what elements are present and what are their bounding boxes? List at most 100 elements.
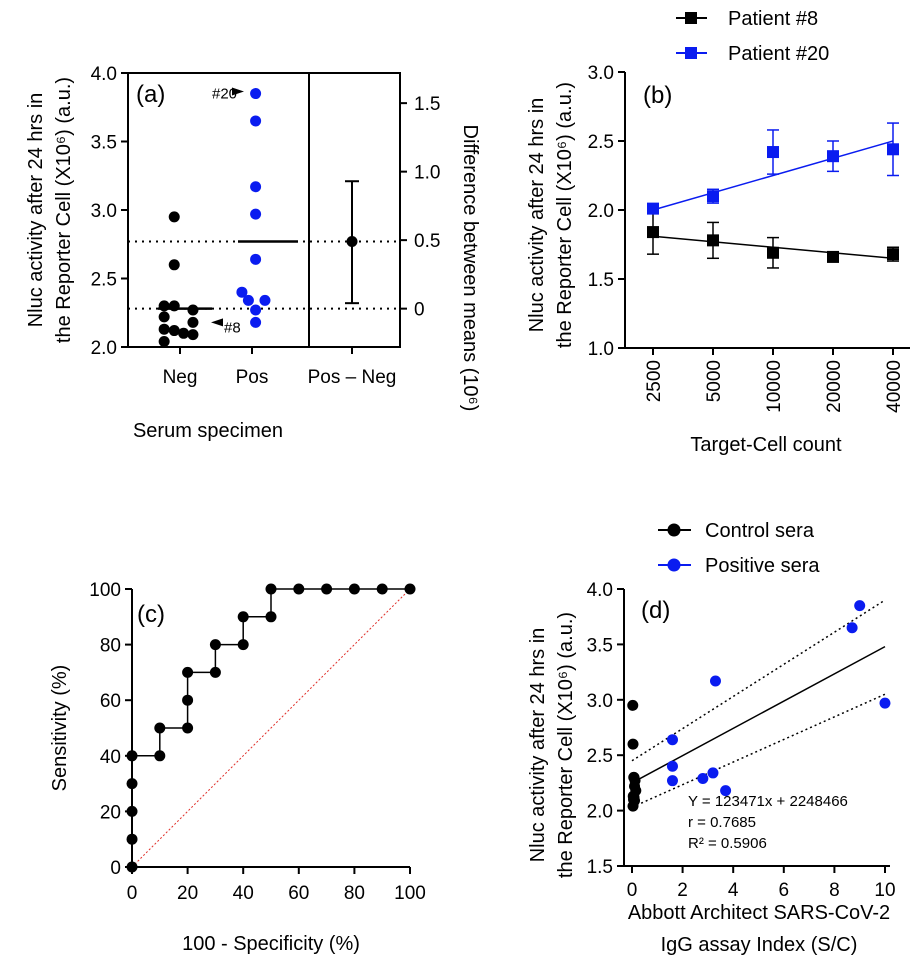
legend-label-patient-20: Patient #20 — [728, 43, 829, 65]
panel-b-point — [887, 143, 899, 156]
panel-d-control-point — [630, 785, 642, 797]
panel-a-pos-point — [242, 294, 254, 306]
panel-d-tag: (d) — [641, 597, 670, 624]
panel-d-regression-line — [631, 645, 886, 784]
panel-a: Nluc activity after 24 hrs in the Report… — [25, 64, 481, 442]
panel-a-neg-point — [187, 304, 199, 316]
panel-d-ylabel-2: the Reporter Cell (X10⁶) (a.u.) — [555, 612, 577, 878]
legend-label-patient-8: Patient #8 — [728, 8, 818, 30]
panel-d-positive-point — [707, 767, 719, 779]
panel-a-pos-point — [236, 286, 248, 298]
panel-a-category-label: Pos – Neg — [308, 367, 397, 388]
panel-d-xtick-label: 4 — [728, 880, 739, 901]
panel-b-ytick-label: 2.0 — [588, 201, 614, 222]
panel-c-roc-point — [182, 722, 194, 734]
panel-c-ytick-label: 100 — [89, 580, 121, 601]
panel-b-ytick-label: 2.5 — [588, 132, 614, 153]
panel-c-roc-point — [154, 722, 166, 734]
legend-marker-control-sera — [667, 523, 681, 537]
panel-a-neg-point — [168, 211, 180, 223]
panel-a-annotation-8: #8 — [224, 319, 241, 336]
panel-d-legend: Control sera Positive sera — [658, 520, 820, 577]
panel-c-ytick-label: 20 — [100, 802, 121, 823]
panel-a-pos-point — [250, 208, 262, 220]
panel-d-equation-line: r = 0.7685 — [688, 814, 756, 831]
panel-a-neg-point — [158, 311, 170, 323]
panel-a-pos-point — [250, 88, 262, 100]
panel-d-xtick-label: 10 — [874, 880, 895, 901]
panel-a-neg-point — [178, 327, 190, 339]
panel-b-point — [767, 246, 779, 259]
panel-b-ylabel-2: the Reporter Cell (X10⁶) (a.u.) — [554, 82, 576, 348]
panel-c-roc-point — [182, 694, 194, 706]
panel-b-point — [827, 150, 839, 163]
panel-c-roc-point — [237, 639, 249, 651]
panel-d-positive-point — [846, 622, 858, 634]
panel-c-xtick-label: 60 — [288, 883, 309, 904]
panel-d-positive-point — [697, 772, 709, 784]
panel-b-ytick-label: 1.0 — [588, 339, 614, 360]
panel-a-y2label: Difference between means (10⁶) — [459, 125, 481, 412]
panel-b-ylabel-1: Nluc activity after 24 hrs in — [526, 98, 548, 333]
panel-d-ytick-label: 4.0 — [587, 580, 613, 601]
panel-b-xtick-label: 40000 — [884, 360, 905, 413]
panel-d-xlabel-2: IgG assay Index (S/C) — [661, 934, 858, 956]
panel-d-equation-line: R² = 0.5906 — [688, 835, 767, 852]
panel-c-xtick-label: 80 — [344, 883, 365, 904]
panel-b-tag: (b) — [643, 82, 672, 109]
panel-c-roc-point — [126, 750, 138, 762]
panel-d-ytick-label: 3.5 — [587, 635, 613, 656]
panel-c-roc-point — [126, 778, 138, 790]
panel-c-roc-point — [126, 833, 138, 845]
panel-c-roc-point — [126, 861, 138, 873]
panel-d-ytick-label: 3.0 — [587, 691, 613, 712]
panel-a-neg-point — [187, 329, 199, 341]
panel-b-point — [707, 234, 719, 247]
panel-b-xlabel: Target-Cell count — [690, 434, 842, 456]
panel-a-pos-point — [250, 304, 262, 316]
panel-a-pos-point — [250, 115, 262, 127]
panel-b-point — [767, 146, 779, 159]
panel-a-ytick-label: 4.0 — [91, 64, 117, 85]
panel-c-roc-point — [154, 750, 166, 762]
panel-b-xtick-label: 20000 — [824, 360, 845, 413]
panel-c-xtick-label: 100 — [394, 883, 426, 904]
panel-c-roc-point — [126, 805, 138, 817]
panel-c-roc-point — [182, 666, 194, 678]
panel-a-annotation-8-arrow — [211, 318, 223, 327]
legend-marker-patient-20 — [685, 47, 697, 59]
panel-b-ytick-label: 3.0 — [588, 63, 614, 84]
panel-d-positive-point — [854, 600, 866, 612]
panel-d-xtick-label: 2 — [677, 880, 688, 901]
panel-d-control-point — [627, 800, 639, 812]
panel-c-xtick-label: 20 — [177, 883, 198, 904]
panel-a-xlabel: Serum specimen — [133, 420, 283, 442]
panel-c-ylabel: Sensitivity (%) — [49, 665, 71, 792]
panel-a-y2tick-label: 0 — [414, 300, 425, 321]
panel-d-positive-point — [666, 734, 678, 746]
panel-d-xtick-label: 0 — [627, 880, 638, 901]
panel-b-legend: Patient #8 Patient #20 — [676, 8, 829, 65]
panel-d-control-point — [627, 738, 639, 750]
panel-c-roc-point — [293, 583, 305, 595]
panel-a-neg-point — [158, 323, 170, 335]
panel-a-pos-point — [250, 181, 262, 193]
panel-b-xtick-label: 10000 — [764, 360, 785, 413]
panel-c-roc-point — [209, 639, 221, 651]
legend-marker-positive-sera — [667, 558, 681, 572]
panel-d-ci-lower — [631, 693, 886, 808]
panel-b-point — [647, 226, 659, 239]
panel-c-xtick-label: 40 — [233, 883, 254, 904]
panel-a-pos-point — [250, 316, 262, 328]
panel-a-ylabel-2: the Reporter Cell (X10⁶) (a.u.) — [53, 77, 75, 343]
panel-c-roc-point — [265, 583, 277, 595]
panel-b-point — [887, 248, 899, 261]
panel-c-roc-point — [321, 583, 333, 595]
legend-marker-patient-8 — [685, 12, 697, 24]
panel-a-y2tick-label: 1.0 — [414, 163, 440, 184]
panel-b-point — [827, 250, 839, 263]
panel-a-pos-point — [250, 253, 262, 265]
panel-a-neg-point — [158, 300, 170, 312]
panel-a-diff-mean-point — [346, 236, 358, 248]
